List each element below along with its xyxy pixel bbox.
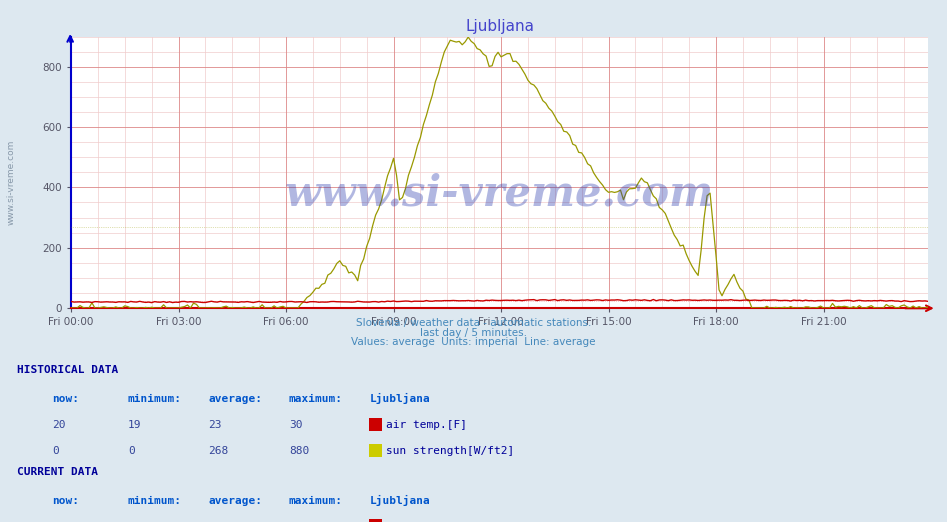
Text: minimum:: minimum: bbox=[128, 496, 182, 506]
Text: now:: now: bbox=[52, 496, 80, 506]
Text: HISTORICAL DATA: HISTORICAL DATA bbox=[17, 365, 118, 375]
Text: Values: average  Units: imperial  Line: average: Values: average Units: imperial Line: av… bbox=[351, 337, 596, 347]
Text: CURRENT DATA: CURRENT DATA bbox=[17, 467, 98, 477]
Text: www.si-vreme.com: www.si-vreme.com bbox=[285, 173, 714, 215]
Title: Ljubljana: Ljubljana bbox=[465, 19, 534, 34]
Text: 0: 0 bbox=[52, 446, 59, 456]
Text: 0: 0 bbox=[128, 446, 134, 456]
Text: 19: 19 bbox=[128, 420, 141, 430]
Text: Slovenia / weather data - automatic stations.: Slovenia / weather data - automatic stat… bbox=[356, 318, 591, 328]
Text: air temp.[F]: air temp.[F] bbox=[386, 420, 468, 430]
Text: maximum:: maximum: bbox=[289, 394, 343, 404]
Text: Ljubljana: Ljubljana bbox=[369, 495, 430, 506]
Text: sun strength[W/ft2]: sun strength[W/ft2] bbox=[386, 446, 514, 456]
Text: now:: now: bbox=[52, 394, 80, 404]
Text: average:: average: bbox=[208, 394, 262, 404]
Text: www.si-vreme.com: www.si-vreme.com bbox=[7, 140, 16, 226]
Text: 30: 30 bbox=[289, 420, 302, 430]
Text: average:: average: bbox=[208, 496, 262, 506]
Text: maximum:: maximum: bbox=[289, 496, 343, 506]
Text: 880: 880 bbox=[289, 446, 309, 456]
Text: 23: 23 bbox=[208, 420, 222, 430]
Text: 268: 268 bbox=[208, 446, 228, 456]
Text: Ljubljana: Ljubljana bbox=[369, 393, 430, 404]
Text: last day / 5 minutes.: last day / 5 minutes. bbox=[420, 328, 527, 338]
Text: minimum:: minimum: bbox=[128, 394, 182, 404]
Text: 20: 20 bbox=[52, 420, 65, 430]
